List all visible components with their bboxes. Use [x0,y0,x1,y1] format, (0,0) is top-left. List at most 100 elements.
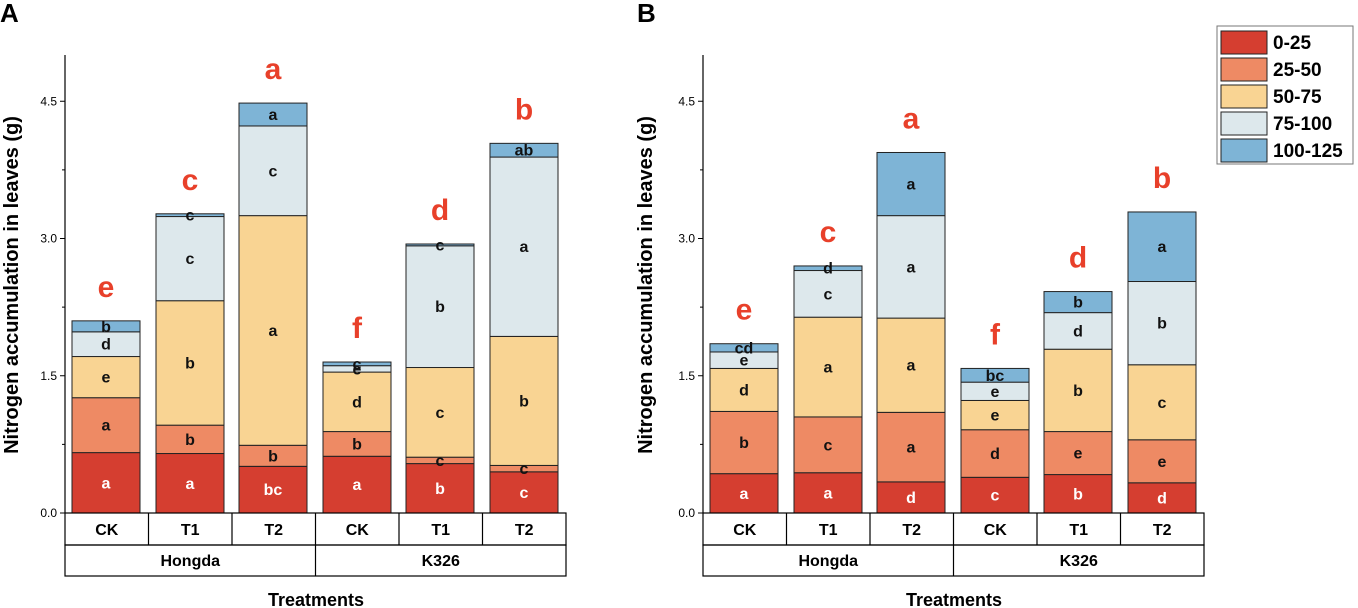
panel-a-bar-6-total-letter: b [515,93,533,126]
panel-a-bar-3-segment-50-75 [238,215,308,446]
panel-a-bar-4-label-25-50: b [352,436,362,453]
panel-a-bar-3-segment-75-100 [238,125,308,217]
panel-b-bar-5-label-25-50: e [1074,446,1083,463]
panel-a-bar-1-segment-75-100 [71,331,141,358]
panel-a-bar-4-segment-0-25 [322,455,392,514]
panel-a-bar-6-label-100-125: ab [515,143,534,160]
panel-b-bar-2-label-100-125: d [823,261,833,278]
panel-b-bar-5-label-0-25: b [1073,486,1083,503]
panel-b-bar-5-segment-50-75 [1043,348,1113,433]
panel-b-bar-2-label-25-50: c [824,437,833,454]
panel-b-bar-1-segment-100-125 [709,343,779,353]
panel-a-category-label-1: CK [95,522,119,539]
legend-swatch-0-25 [1220,30,1268,55]
panel-b-bar-2-segment-50-75 [793,316,863,418]
panel-a-bar-2-label-75-100: c [186,251,195,268]
panel-a-bar-1-total-letter: e [98,271,115,304]
panel-b-bar-1-label-0-25: a [740,486,749,503]
panel-a-bar-2-label-50-75: b [185,355,195,372]
panel-b-x-axis-title: Treatments [906,590,1002,608]
panel-b-bar-6-label-100-125: a [1158,239,1167,256]
panel-b-bar-5-label-75-100: d [1073,323,1083,340]
panel-b-bar-2-segment-100-125 [793,265,863,272]
panel-b-bar-2-segment-25-50 [793,416,863,474]
panel-a-plot: aaedbeabbcccbcbacaaabdecfbccbcdccbaabb0.… [40,53,567,577]
panel-b-bar-2-label-0-25: a [824,485,833,502]
panel-b-bar-6-label-50-75: c [1158,395,1167,412]
panel-a-y-tick-label: 0.0 [40,506,57,520]
panel-a-bar-5-segment-0-25 [405,463,475,514]
panel-a-bar-2-label-0-25: a [186,476,195,493]
panel-b-bar-3-segment-25-50 [876,411,946,483]
panel-a: A Nitrogen accumulation in leaves (g) Tr… [0,0,567,608]
panel-b-bar-6-total-letter: b [1153,162,1171,195]
panel-a-bar-6-label-0-25: c [520,485,529,502]
panel-b-bar-5-segment-75-100 [1043,312,1113,350]
panel-a-bar-4-label-100-125: c [353,356,362,373]
panel-b-bar-1-segment-0-25 [709,473,779,514]
panel-a-bar-1-segment-0-25 [71,452,141,514]
panel-a-group-label-2: K326 [422,553,460,570]
panel-b-bar-3-segment-50-75 [876,317,946,413]
panel-b-bar-2-segment-75-100 [793,270,863,318]
panel-b-bar-3-total-letter: a [903,102,920,135]
legend-swatch-25-50 [1220,57,1268,82]
panel-b-bar-4-segment-25-50 [960,429,1030,478]
legend: 0-25 25-50 50-75 75-100 100-125 [1216,25,1354,165]
panel-b-bar-2-label-50-75: a [824,360,833,377]
panel-a-bar-6-label-25-50: c [520,461,529,478]
legend-label-50-75: 50-75 [1273,87,1322,108]
panel-b-bar-6-label-75-100: b [1157,316,1167,333]
panel-a-bar-3-label-25-50: b [268,448,278,465]
panel-b-bar-5-segment-25-50 [1043,431,1113,476]
panel-b-category-label-1: CK [733,522,757,539]
panel-a-y-axis-title: Nitrogen accumulation in leaves (g) [1,116,23,454]
panel-a-bar-6-segment-50-75 [489,335,559,466]
panel-b-category-label-3: T2 [902,522,921,539]
panel-b-y-tick-label: 4.5 [678,94,695,108]
panel-b-bar-1-label-75-100: e [740,353,749,370]
panel-a-bar-5-segment-75-100 [405,245,475,369]
panel-a-bar-4-segment-100-125 [322,361,392,367]
panel-a-y-tick-label: 3.0 [40,232,57,246]
panel-a-bar-1-label-0-25: a [102,475,111,492]
panel-b-bar-3-label-0-25: d [906,490,916,507]
legend-swatch-50-75 [1220,84,1268,109]
legend-label-0-25: 0-25 [1273,33,1311,54]
panel-a-bar-1-label-50-75: e [102,370,111,387]
panel-a-bar-5-label-75-100: b [435,299,445,316]
legend-swatch-100-125 [1220,138,1268,163]
panel-b-y-axis-title: Nitrogen accumulation in leaves (g) [635,116,657,454]
panel-a-bar-3-label-0-25: bc [264,482,283,499]
panel-b-bar-4-total-letter: f [990,318,1001,351]
panel-a-category-label-6: T2 [515,522,534,539]
legend-label-100-125: 100-125 [1273,141,1343,162]
panel-a-bar-2-label-100-125: c [186,208,195,225]
panel-b-bar-4-label-50-75: e [991,408,1000,425]
panel-b-bar-1-label-100-125: cd [735,340,754,357]
panel-b-bar-5-segment-0-25 [1043,474,1113,514]
panel-b-y-tick-label: 1.5 [678,369,695,383]
panel-a-bar-1-label-75-100: d [101,337,111,354]
panel-a-bar-3-label-75-100: c [269,163,278,180]
panel-b-bar-5-total-letter: d [1069,242,1087,275]
panel-a-category-label-5: T1 [431,522,450,539]
panel-b-bar-3-label-25-50: a [907,440,916,457]
panel-a-bar-2-segment-25-50 [155,424,225,455]
panel-b-bar-6-label-0-25: d [1157,490,1167,507]
legend-label-75-100: 75-100 [1273,114,1332,135]
panel-a-bar-6-label-75-100: a [520,239,529,256]
panel-a-bar-4-label-50-75: d [352,394,362,411]
panel-b-bar-1-label-50-75: d [739,382,749,399]
panel-b-bar-3-segment-75-100 [876,215,946,319]
panel-b-bar-6-segment-25-50 [1127,439,1197,484]
panel-b-y-tick-label: 0.0 [678,506,695,520]
panel-a-bar-3-label-100-125: a [269,107,278,124]
panel-a-bar-5-label-100-125: c [436,237,445,254]
panel-a-bar-1-segment-25-50 [71,397,141,454]
panel-b-category-label-2: T1 [819,522,838,539]
panel-a-bar-6-segment-75-100 [489,156,559,337]
panel-b-y-tick-label: 3.0 [678,232,695,246]
panel-a-bar-6-segment-100-125 [489,142,559,158]
panel-a-bar-1-label-100-125: b [101,319,111,336]
